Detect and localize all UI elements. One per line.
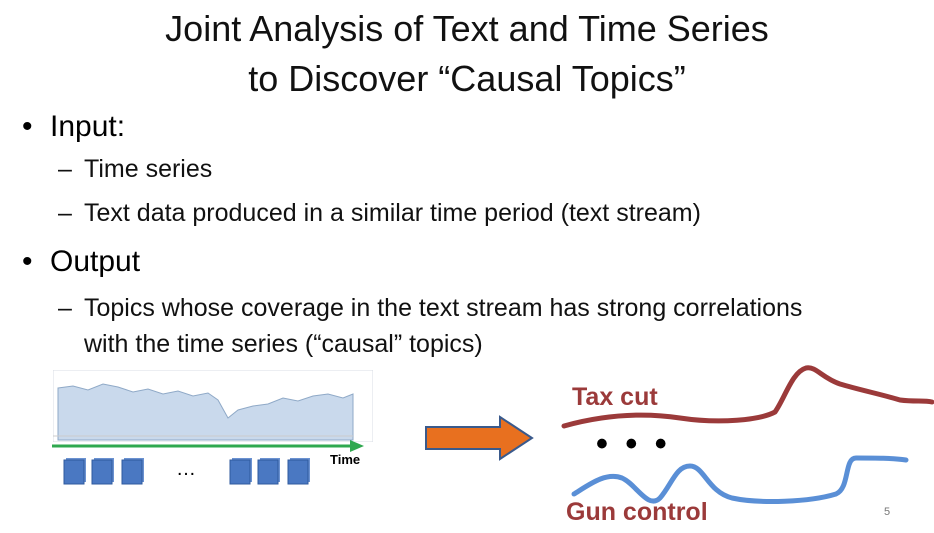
tax-cut-curve (561, 365, 934, 429)
slide-title: Joint Analysis of Text and Time Series t… (0, 4, 934, 104)
sub-bullet: – Text data produced in a similar time pe… (58, 196, 701, 230)
tax-cut-label: Tax cut (572, 383, 658, 411)
topics-ellipsis: • • • (596, 425, 671, 463)
dash-icon: – (58, 294, 72, 322)
dash-icon: – (58, 155, 72, 183)
sub-bullet-continuation: with the time series (“causal” topics) (84, 327, 483, 361)
time-label: Time (330, 452, 361, 467)
document-stack-icon (63, 458, 86, 485)
time-axis-arrow (52, 440, 364, 452)
document-stacks (63, 458, 310, 485)
sub-bullet-text: Time series (84, 155, 213, 183)
sub-bullet-text: Text data produced in a similar time per… (84, 199, 701, 227)
sub-bullet-text: Topics whose coverage in the text stream… (84, 294, 803, 322)
document-stack-icon (121, 458, 144, 485)
gun-control-label: Gun control (566, 498, 708, 526)
bullet-label: Output (50, 245, 141, 278)
sub-bullet-text: with the time series (“causal” topics) (84, 330, 483, 358)
documents-ellipsis: … (176, 458, 197, 480)
bullet-output: • Output (22, 245, 140, 279)
title-line-2: to Discover “Causal Topics” (248, 58, 686, 99)
document-stack-icon (257, 458, 280, 485)
topic-curves (561, 365, 934, 504)
sub-bullet: – Time series (58, 152, 212, 186)
bullet-label: Input: (50, 110, 126, 143)
sub-bullet: – Topics whose coverage in the text strea… (58, 291, 802, 325)
gun-control-curve (571, 455, 909, 504)
bullet-dot-icon: • (22, 245, 33, 278)
page-number: 5 (884, 506, 891, 518)
bullet-dot-icon: • (22, 110, 33, 143)
document-stack-icon (229, 458, 252, 485)
title-line-1: Joint Analysis of Text and Time Series (165, 8, 769, 49)
document-stack-icon (287, 458, 310, 485)
bullet-input: • Input: (22, 110, 125, 144)
right-arrow-icon (425, 415, 534, 461)
dash-icon: – (58, 199, 72, 227)
document-stack-icon (91, 458, 114, 485)
time-series-thumbnail (53, 370, 373, 442)
